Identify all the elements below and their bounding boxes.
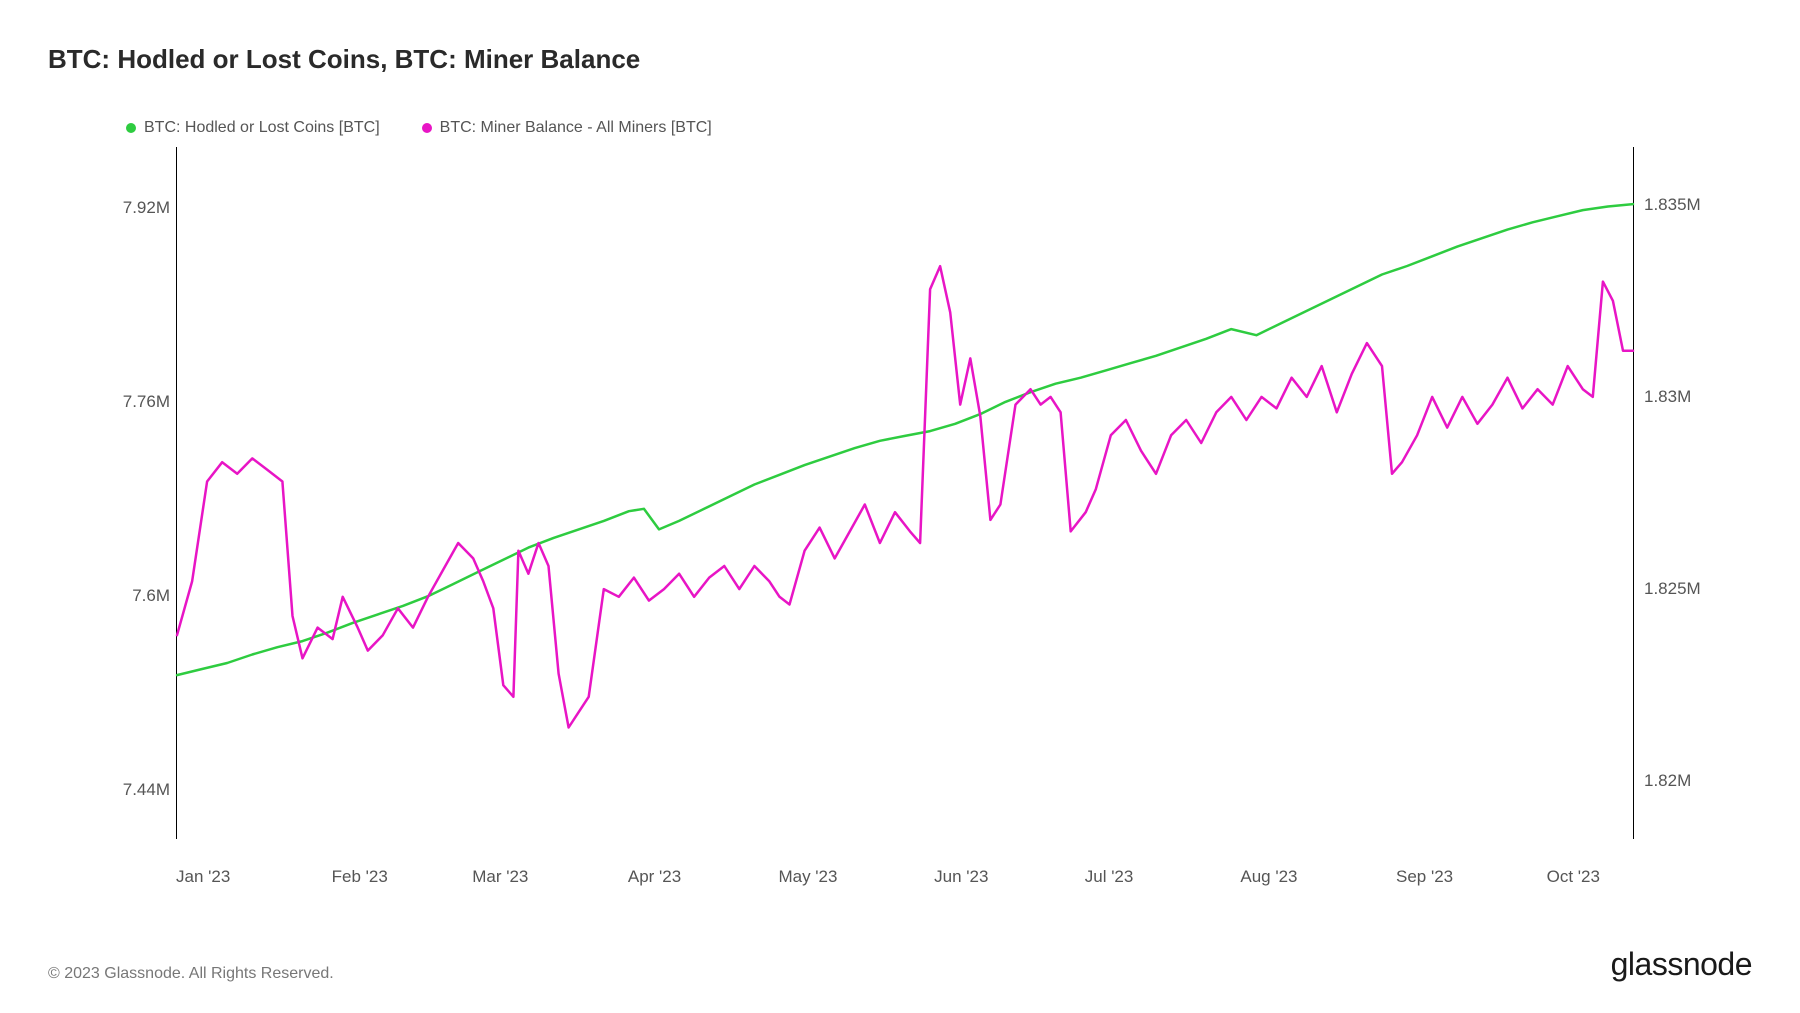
x-tick: Apr '23 (628, 867, 681, 887)
y-right-tick: 1.835M (1644, 195, 1766, 215)
x-tick: Jul '23 (1085, 867, 1134, 887)
y-right-tick: 1.83M (1644, 387, 1766, 407)
plot-area (176, 147, 1634, 839)
footer: © 2023 Glassnode. All Rights Reserved. g… (48, 946, 1752, 983)
y-left-tick: 7.76M (48, 392, 170, 412)
copyright-text: © 2023 Glassnode. All Rights Reserved. (48, 965, 334, 983)
y-right-tick: 1.825M (1644, 579, 1766, 599)
x-tick: Mar '23 (472, 867, 528, 887)
y-left-tick: 7.92M (48, 198, 170, 218)
chart-title: BTC: Hodled or Lost Coins, BTC: Miner Ba… (48, 44, 1752, 75)
x-tick: Jan '23 (176, 867, 230, 887)
legend: BTC: Hodled or Lost Coins [BTC] BTC: Min… (126, 119, 1752, 137)
y-left-tick: 7.6M (48, 586, 170, 606)
x-axis: Jan '23 Feb '23 Mar '23 Apr '23 May '23 Jun '… (176, 853, 1634, 897)
legend-dot-green (126, 123, 136, 133)
x-tick: Sep '23 (1396, 867, 1453, 887)
legend-item-magenta: BTC: Miner Balance - All Miners [BTC] (422, 119, 712, 137)
x-tick: Jun '23 (934, 867, 988, 887)
y-axis-right: 1.82M1.825M1.83M1.835M (1630, 147, 1752, 839)
legend-item-green: BTC: Hodled or Lost Coins [BTC] (126, 119, 380, 137)
x-tick: May '23 (778, 867, 837, 887)
brand-logo: glassnode (1611, 946, 1752, 983)
chart-lines (177, 147, 1633, 839)
y-axis-left: 7.44M 7.6M 7.76M 7.92M (48, 147, 170, 839)
x-tick: Oct '23 (1547, 867, 1600, 887)
y-right-tick: 1.82M (1644, 771, 1766, 791)
chart-area: 7.44M 7.6M 7.76M 7.92M 1.82M1.825M1.83M1.83… (48, 147, 1752, 897)
x-tick: Aug '23 (1240, 867, 1297, 887)
y-left-tick: 7.44M (48, 780, 170, 800)
legend-dot-magenta (422, 123, 432, 133)
legend-label-magenta: BTC: Miner Balance - All Miners [BTC] (440, 119, 712, 137)
x-tick: Feb '23 (332, 867, 388, 887)
legend-label-green: BTC: Hodled or Lost Coins [BTC] (144, 119, 380, 137)
